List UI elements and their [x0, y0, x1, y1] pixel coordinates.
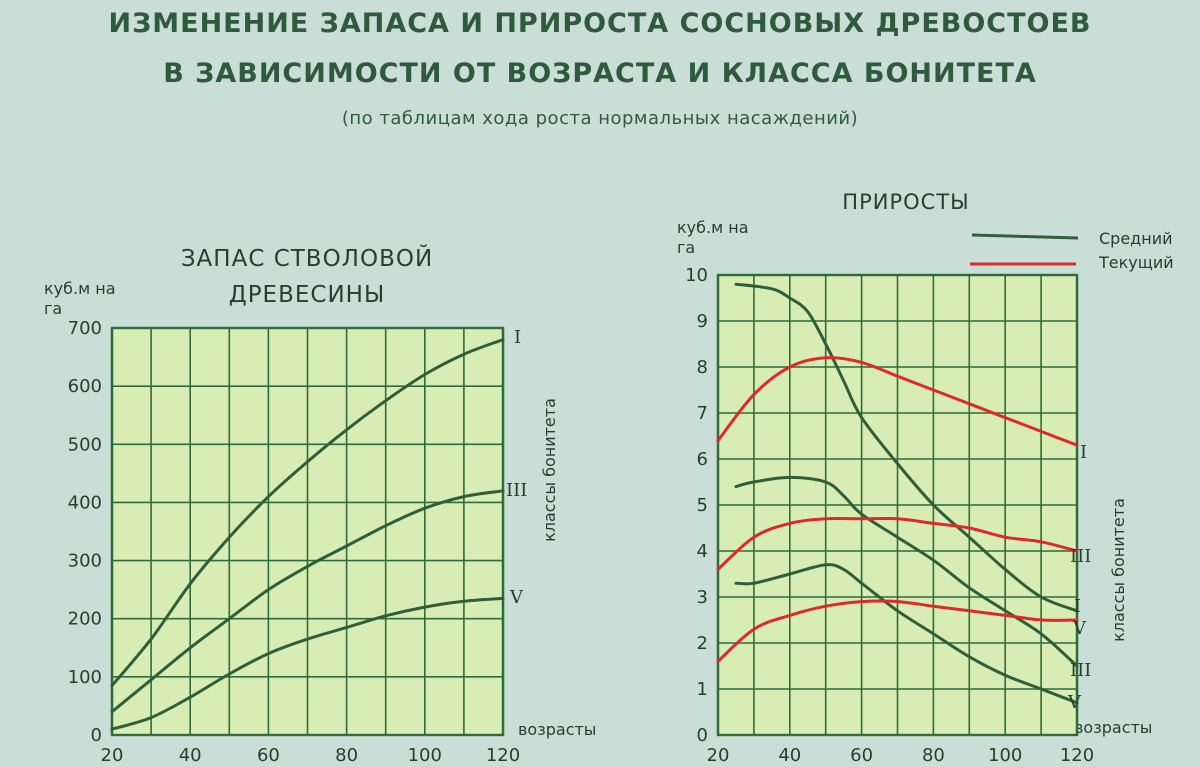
y-tick-label: 5	[697, 495, 708, 516]
legend: Средний Текущий	[970, 229, 1174, 272]
series-line	[716, 356, 1079, 447]
x-tick-label: 120	[1060, 745, 1094, 766]
y-tick-label: 300	[68, 551, 102, 572]
series-label: V	[1067, 692, 1082, 713]
y-tick-label: 200	[68, 609, 102, 630]
y-axis-unit-line1: куб.м на	[44, 279, 116, 298]
series-line	[734, 282, 1079, 613]
y-tick-label: 1	[697, 679, 708, 700]
main-title-line1: ИЗМЕНЕНИЕ ЗАПАСА И ПРИРОСТА СОСНОВЫХ ДРЕ…	[108, 8, 1092, 39]
y-axis-unit-line1: куб.м на	[677, 218, 749, 237]
x-tick-label: 40	[778, 745, 801, 766]
y-axis-unit-line2: га	[677, 238, 695, 257]
x-tick-label: 80	[922, 745, 945, 766]
y-tick-label: 2	[697, 633, 708, 654]
x-tick-label: 100	[408, 745, 442, 766]
series-label: III	[1070, 546, 1091, 567]
chart-title-line1: ЗАПАС СТВОЛОВОЙ	[181, 244, 433, 272]
x-tick-label: 60	[257, 745, 280, 766]
y-tick-label: 7	[697, 403, 708, 424]
plot-frame	[110, 326, 505, 737]
series-line	[734, 475, 1079, 668]
series-label: III	[506, 480, 527, 501]
y-tick-label: 700	[68, 318, 102, 339]
x-tick-label: 20	[707, 745, 730, 766]
chart-title-line2: ДРЕВЕСИНЫ	[229, 282, 386, 308]
right-axis-label: классы бонитета	[540, 398, 559, 542]
series-label: I	[1080, 442, 1087, 463]
y-tick-label: 3	[697, 587, 708, 608]
y-tick-label: 400	[68, 492, 102, 513]
legend-swatch-average	[971, 233, 1079, 240]
x-tick-label: 100	[988, 745, 1022, 766]
series-label: I	[514, 327, 521, 348]
series-line	[110, 489, 505, 714]
x-axis-label: возрасты	[518, 720, 596, 739]
x-tick-label: 120	[486, 745, 520, 766]
y-tick-label: 100	[68, 667, 102, 688]
x-tick-label: 20	[101, 745, 124, 766]
y-tick-label: 9	[697, 311, 708, 332]
y-tick-label: 0	[91, 725, 102, 746]
plot-frame	[716, 273, 1079, 737]
y-axis-unit-line2: га	[44, 299, 62, 318]
series-label: V	[509, 587, 524, 608]
series-line	[716, 516, 1079, 571]
legend-label-average: Средний	[1099, 229, 1173, 248]
series-label: III	[1070, 660, 1091, 681]
y-tick-label: 0	[697, 725, 708, 746]
series-line	[734, 563, 1079, 705]
y-tick-label: 6	[697, 449, 708, 470]
plot-area	[110, 326, 505, 737]
y-tick-label: 500	[68, 434, 102, 455]
series-line	[716, 599, 1079, 663]
y-tick-label: 8	[697, 357, 708, 378]
main-title-line2: В ЗАВИСИМОСТИ ОТ ВОЗРАСТА И КЛАССА БОНИТ…	[163, 58, 1037, 89]
plot-area	[716, 273, 1079, 737]
main-subtitle: (по таблицам хода роста нормальных насаж…	[341, 108, 859, 129]
series-label: V	[1072, 618, 1087, 639]
y-tick-label: 4	[697, 541, 708, 562]
series-line	[110, 338, 505, 688]
x-axis-label: возрасты	[1074, 718, 1152, 737]
y-tick-label: 10	[685, 265, 708, 286]
series-label: I	[1074, 596, 1081, 617]
legend-label-current: Текущий	[1098, 253, 1174, 272]
x-tick-label: 40	[179, 745, 202, 766]
series-line	[110, 596, 505, 731]
x-tick-label: 60	[850, 745, 873, 766]
y-tick-label: 600	[68, 376, 102, 397]
x-tick-label: 80	[335, 745, 358, 766]
right-axis-label: классы бонитета	[1109, 498, 1128, 642]
chart-title: ПРИРОСТЫ	[842, 190, 969, 214]
